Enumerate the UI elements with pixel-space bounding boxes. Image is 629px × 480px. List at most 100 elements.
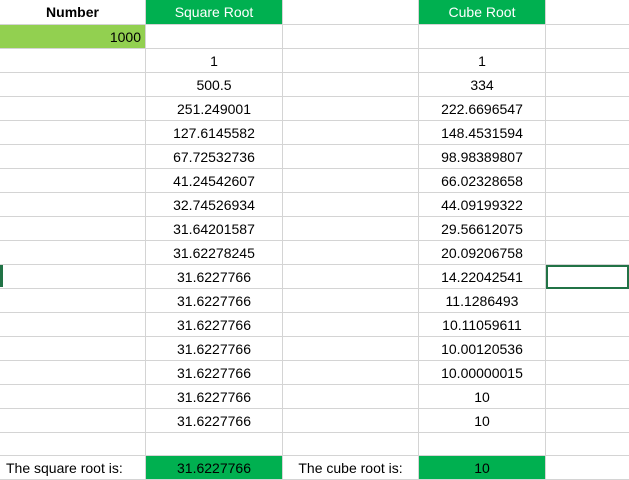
empty-cell[interactable]	[546, 337, 629, 361]
empty-cell[interactable]	[283, 337, 419, 361]
empty-cell[interactable]	[146, 433, 283, 456]
header-square-root[interactable]: Square Root	[146, 0, 283, 25]
empty-cell[interactable]	[0, 361, 146, 385]
cube-root-iteration-cell[interactable]: 14.22042541	[419, 265, 546, 289]
empty-cell[interactable]	[283, 121, 419, 145]
square-root-iteration-cell[interactable]: 41.24542607	[146, 169, 283, 193]
square-root-result-value[interactable]: 31.6227766	[146, 456, 283, 480]
empty-cell[interactable]	[283, 25, 419, 49]
empty-cell[interactable]	[0, 313, 146, 337]
empty-cell[interactable]	[0, 193, 146, 217]
empty-cell[interactable]	[283, 0, 419, 25]
empty-cell[interactable]	[0, 97, 146, 121]
empty-cell[interactable]	[546, 25, 629, 49]
square-root-iteration-cell[interactable]: 251.249001	[146, 97, 283, 121]
empty-cell[interactable]	[283, 97, 419, 121]
empty-cell[interactable]	[546, 313, 629, 337]
empty-cell[interactable]	[283, 169, 419, 193]
empty-cell[interactable]	[0, 265, 146, 289]
square-root-iteration-cell[interactable]: 31.6227766	[146, 337, 283, 361]
empty-cell[interactable]	[0, 385, 146, 409]
empty-cell[interactable]	[546, 385, 629, 409]
empty-cell[interactable]	[546, 0, 629, 25]
empty-cell[interactable]	[546, 145, 629, 169]
square-root-iteration-cell[interactable]: 31.6227766	[146, 361, 283, 385]
empty-cell[interactable]	[283, 385, 419, 409]
square-root-iteration-cell[interactable]: 500.5	[146, 73, 283, 97]
empty-cell[interactable]	[0, 217, 146, 241]
cube-root-iteration-cell[interactable]: 11.1286493	[419, 289, 546, 313]
header-cube-root[interactable]: Cube Root	[419, 0, 546, 25]
cube-root-iteration-cell[interactable]: 1	[419, 49, 546, 73]
empty-cell[interactable]	[546, 121, 629, 145]
empty-cell[interactable]	[546, 433, 629, 456]
empty-cell[interactable]	[546, 169, 629, 193]
selected-cell[interactable]	[546, 265, 629, 289]
empty-cell[interactable]	[0, 49, 146, 73]
cube-root-iteration-cell[interactable]: 148.4531594	[419, 121, 546, 145]
empty-cell[interactable]	[0, 241, 146, 265]
square-root-iteration-cell[interactable]: 32.74526934	[146, 193, 283, 217]
square-root-iteration-cell[interactable]: 31.64201587	[146, 217, 283, 241]
empty-cell[interactable]	[146, 25, 283, 49]
cube-root-result-label[interactable]: The cube root is:	[283, 456, 419, 480]
empty-cell[interactable]	[283, 217, 419, 241]
square-root-iteration-cell[interactable]: 31.6227766	[146, 265, 283, 289]
cube-root-iteration-cell[interactable]: 10	[419, 409, 546, 433]
header-number[interactable]: Number	[0, 0, 146, 25]
empty-cell[interactable]	[546, 241, 629, 265]
empty-cell[interactable]	[0, 433, 146, 456]
cube-root-iteration-cell[interactable]: 66.02328658	[419, 169, 546, 193]
cube-root-iteration-cell[interactable]: 20.09206758	[419, 241, 546, 265]
cube-root-result-value[interactable]: 10	[419, 456, 546, 480]
empty-cell[interactable]	[283, 433, 419, 456]
cube-root-iteration-cell[interactable]: 10.00120536	[419, 337, 546, 361]
empty-cell[interactable]	[283, 265, 419, 289]
square-root-iteration-cell[interactable]: 31.6227766	[146, 313, 283, 337]
empty-cell[interactable]	[546, 217, 629, 241]
empty-cell[interactable]	[546, 289, 629, 313]
empty-cell[interactable]	[0, 121, 146, 145]
cube-root-iteration-cell[interactable]: 44.09199322	[419, 193, 546, 217]
empty-cell[interactable]	[546, 193, 629, 217]
cube-root-iteration-cell[interactable]: 98.98389807	[419, 145, 546, 169]
empty-cell[interactable]	[419, 25, 546, 49]
empty-cell[interactable]	[283, 49, 419, 73]
cube-root-iteration-cell[interactable]: 334	[419, 73, 546, 97]
empty-cell[interactable]	[0, 169, 146, 193]
empty-cell[interactable]	[419, 433, 546, 456]
cube-root-iteration-cell[interactable]: 10	[419, 385, 546, 409]
empty-cell[interactable]	[546, 97, 629, 121]
empty-cell[interactable]	[283, 73, 419, 97]
empty-cell[interactable]	[283, 241, 419, 265]
empty-cell[interactable]	[283, 289, 419, 313]
empty-cell[interactable]	[283, 193, 419, 217]
square-root-iteration-cell[interactable]: 31.6227766	[146, 289, 283, 313]
empty-cell[interactable]	[0, 337, 146, 361]
number-input-cell[interactable]: 1000	[0, 25, 146, 49]
square-root-iteration-cell[interactable]: 31.6227766	[146, 409, 283, 433]
cube-root-iteration-cell[interactable]: 10.11059611	[419, 313, 546, 337]
empty-cell[interactable]	[0, 145, 146, 169]
square-root-result-label[interactable]: The square root is:	[0, 456, 146, 480]
empty-cell[interactable]	[546, 73, 629, 97]
square-root-iteration-cell[interactable]: 67.72532736	[146, 145, 283, 169]
empty-cell[interactable]	[283, 361, 419, 385]
empty-cell[interactable]	[546, 409, 629, 433]
empty-cell[interactable]	[546, 361, 629, 385]
square-root-iteration-cell[interactable]: 1	[146, 49, 283, 73]
cube-root-iteration-cell[interactable]: 29.56612075	[419, 217, 546, 241]
cube-root-iteration-cell[interactable]: 222.6696547	[419, 97, 546, 121]
empty-cell[interactable]	[546, 49, 629, 73]
empty-cell[interactable]	[283, 313, 419, 337]
cube-root-iteration-cell[interactable]: 10.00000015	[419, 361, 546, 385]
empty-cell[interactable]	[0, 409, 146, 433]
empty-cell[interactable]	[283, 145, 419, 169]
square-root-iteration-cell[interactable]: 31.6227766	[146, 385, 283, 409]
empty-cell[interactable]	[283, 409, 419, 433]
empty-cell[interactable]	[0, 73, 146, 97]
square-root-iteration-cell[interactable]: 127.6145582	[146, 121, 283, 145]
empty-cell[interactable]	[0, 289, 146, 313]
empty-cell[interactable]	[546, 456, 629, 480]
square-root-iteration-cell[interactable]: 31.62278245	[146, 241, 283, 265]
